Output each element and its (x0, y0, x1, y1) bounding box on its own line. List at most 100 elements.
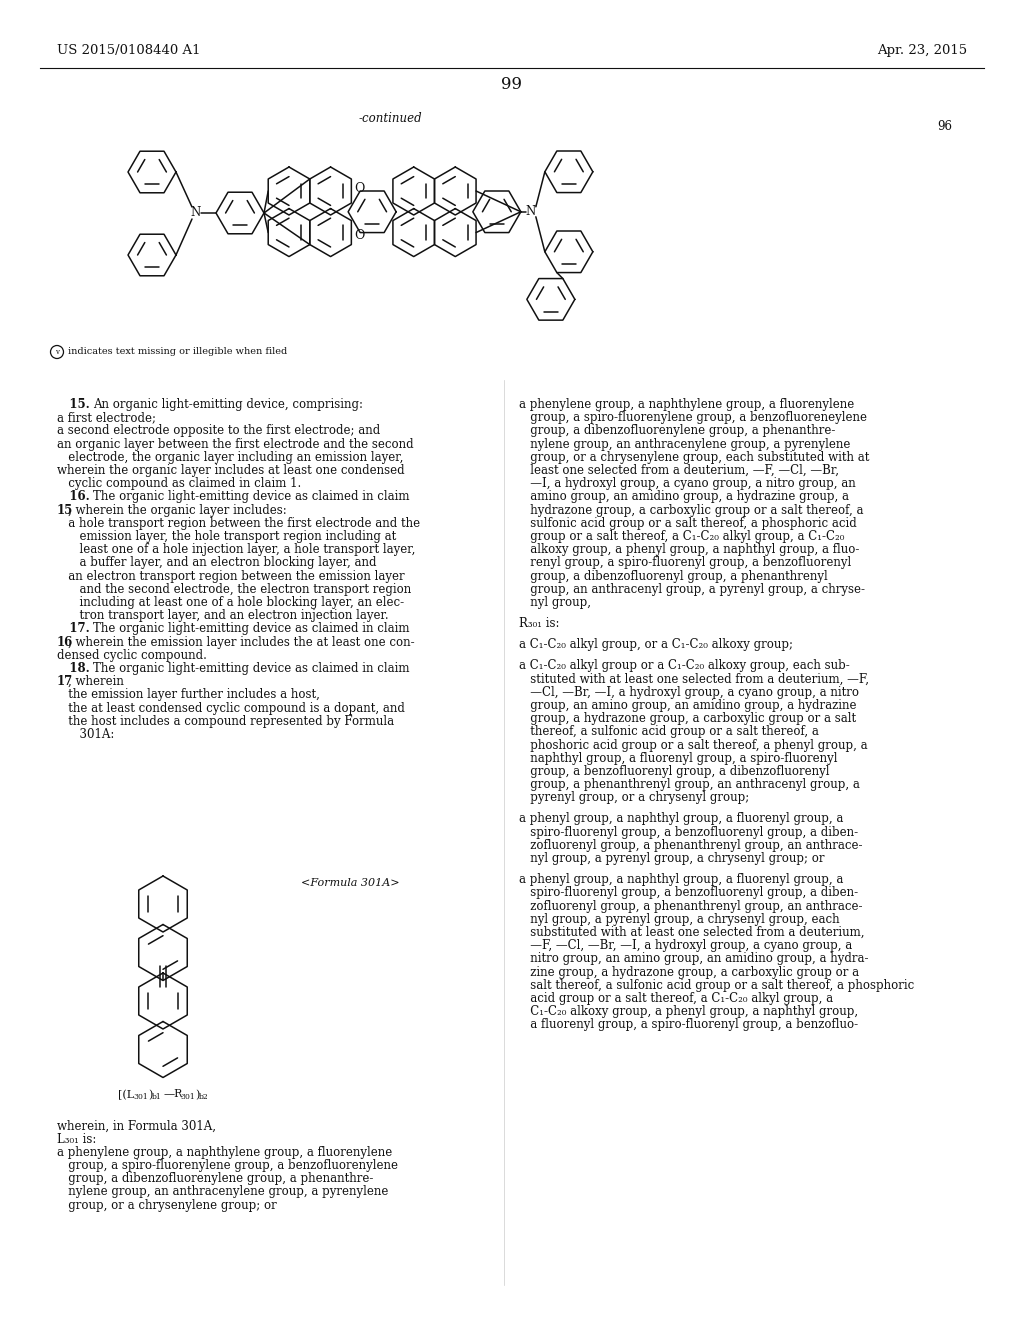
Text: densed cyclic compound.: densed cyclic compound. (57, 649, 207, 661)
Text: O: O (353, 230, 365, 242)
Text: a second electrode opposite to the first electrode; and: a second electrode opposite to the first… (57, 425, 380, 437)
Text: —Cl, —Br, —I, a hydroxyl group, a cyano group, a nitro: —Cl, —Br, —I, a hydroxyl group, a cyano … (519, 686, 859, 698)
Text: N: N (190, 206, 201, 219)
Text: N: N (525, 206, 536, 218)
Text: least one of a hole injection layer, a hole transport layer,: least one of a hole injection layer, a h… (57, 544, 416, 556)
Text: a phenyl group, a naphthyl group, a fluorenyl group, a: a phenyl group, a naphthyl group, a fluo… (519, 813, 844, 825)
Text: spiro-fluorenyl group, a benzofluorenyl group, a diben-: spiro-fluorenyl group, a benzofluorenyl … (519, 826, 858, 838)
Text: group, an amino group, an amidino group, a hydrazine: group, an amino group, an amidino group,… (519, 700, 856, 711)
Text: , wherein the emission layer includes the at least one con-: , wherein the emission layer includes th… (68, 636, 415, 648)
Text: b2: b2 (199, 1093, 209, 1101)
Text: a C₁-C₂₀ alkyl group or a C₁-C₂₀ alkoxy group, each sub-: a C₁-C₂₀ alkyl group or a C₁-C₂₀ alkoxy … (519, 660, 850, 672)
Text: ): ) (195, 1089, 200, 1100)
Text: amino group, an amidino group, a hydrazine group, a: amino group, an amidino group, a hydrazi… (519, 491, 849, 503)
Text: v: v (55, 348, 59, 356)
Text: group, a spiro-fluorenylene group, a benzofluoreneylene: group, a spiro-fluorenylene group, a ben… (519, 412, 867, 424)
Text: pyrenyl group, or a chrysenyl group;: pyrenyl group, or a chrysenyl group; (519, 792, 750, 804)
Text: group, a hydrazone group, a carboxylic group or a salt: group, a hydrazone group, a carboxylic g… (519, 713, 856, 725)
Text: a buffer layer, and an electron blocking layer, and: a buffer layer, and an electron blocking… (57, 557, 377, 569)
Text: salt thereof, a sulfonic acid group or a salt thereof, a phosphoric: salt thereof, a sulfonic acid group or a… (519, 979, 914, 991)
Text: nylene group, an anthracenylene group, a pyrenylene: nylene group, an anthracenylene group, a… (519, 438, 850, 450)
Text: acid group or a salt thereof, a C₁-C₂₀ alkyl group, a: acid group or a salt thereof, a C₁-C₂₀ a… (519, 993, 834, 1005)
Text: The organic light-emitting device as claimed in claim: The organic light-emitting device as cla… (93, 663, 410, 675)
Text: wherein the organic layer includes at least one condensed: wherein the organic layer includes at le… (57, 465, 404, 477)
Text: the host includes a compound represented by Formula: the host includes a compound represented… (57, 715, 394, 727)
Text: phoshoric acid group or a salt thereof, a phenyl group, a: phoshoric acid group or a salt thereof, … (519, 739, 867, 751)
Text: sulfonic acid group or a salt thereof, a phosphoric acid: sulfonic acid group or a salt thereof, a… (519, 517, 857, 529)
Text: —F, —Cl, —Br, —I, a hydroxyl group, a cyano group, a: —F, —Cl, —Br, —I, a hydroxyl group, a cy… (519, 940, 852, 952)
Text: 301: 301 (133, 1093, 147, 1101)
Text: group, a phenanthrenyl group, an anthracenyl group, a: group, a phenanthrenyl group, an anthrac… (519, 779, 860, 791)
Text: spiro-fluorenyl group, a benzofluorenyl group, a diben-: spiro-fluorenyl group, a benzofluorenyl … (519, 887, 858, 899)
Text: stituted with at least one selected from a deuterium, —F,: stituted with at least one selected from… (519, 673, 869, 685)
Text: group, a dibenzofluorenyl group, a phenanthrenyl: group, a dibenzofluorenyl group, a phena… (519, 570, 827, 582)
Text: group, a dibenzofluorenylene group, a phenanthre-: group, a dibenzofluorenylene group, a ph… (57, 1172, 374, 1185)
Text: 18.: 18. (57, 663, 94, 675)
Text: -continued: -continued (358, 112, 422, 125)
Text: zofluorenyl group, a phenanthrenyl group, an anthrace-: zofluorenyl group, a phenanthrenyl group… (519, 900, 862, 912)
Text: naphthyl group, a fluorenyl group, a spiro-fluorenyl: naphthyl group, a fluorenyl group, a spi… (519, 752, 838, 764)
Text: including at least one of a hole blocking layer, an elec-: including at least one of a hole blockin… (57, 597, 404, 609)
Text: 99: 99 (502, 77, 522, 92)
Text: group, a benzofluorenyl group, a dibenzofluorenyl: group, a benzofluorenyl group, a dibenzo… (519, 766, 829, 777)
Text: 301A:: 301A: (57, 729, 115, 741)
Text: b1: b1 (152, 1093, 162, 1101)
Text: the at least condensed cyclic compound is a dopant, and: the at least condensed cyclic compound i… (57, 702, 404, 714)
Text: tron transport layer, and an electron injection layer.: tron transport layer, and an electron in… (57, 610, 389, 622)
Text: nylene group, an anthracenylene group, a pyrenylene: nylene group, an anthracenylene group, a… (57, 1185, 388, 1199)
Text: hydrazone group, a carboxylic group or a salt thereof, a: hydrazone group, a carboxylic group or a… (519, 504, 863, 516)
Text: Apr. 23, 2015: Apr. 23, 2015 (877, 44, 967, 57)
Text: US 2015/0108440 A1: US 2015/0108440 A1 (57, 44, 201, 57)
Text: 17.: 17. (57, 623, 94, 635)
Text: emission layer, the hole transport region including at: emission layer, the hole transport regio… (57, 531, 396, 543)
Text: group, a dibenzofluorenylene group, a phenanthre-: group, a dibenzofluorenylene group, a ph… (519, 425, 836, 437)
Text: —I, a hydroxyl group, a cyano group, a nitro group, an: —I, a hydroxyl group, a cyano group, a n… (519, 478, 856, 490)
Text: least one selected from a deuterium, —F, —Cl, —Br,: least one selected from a deuterium, —F,… (519, 465, 839, 477)
Text: C₁-C₂₀ alkoxy group, a phenyl group, a naphthyl group,: C₁-C₂₀ alkoxy group, a phenyl group, a n… (519, 1006, 858, 1018)
Text: a hole transport region between the first electrode and the: a hole transport region between the firs… (57, 517, 420, 529)
Text: a phenylene group, a naphthylene group, a fluorenylene: a phenylene group, a naphthylene group, … (57, 1146, 392, 1159)
Text: 17: 17 (57, 676, 74, 688)
Text: zine group, a hydrazone group, a carboxylic group or a: zine group, a hydrazone group, a carboxy… (519, 966, 859, 978)
Text: group, or a chrysenylene group, each substituted with at: group, or a chrysenylene group, each sub… (519, 451, 869, 463)
Text: An organic light-emitting device, comprising:: An organic light-emitting device, compri… (93, 399, 362, 411)
Text: a C₁-C₂₀ alkyl group, or a C₁-C₂₀ alkoxy group;: a C₁-C₂₀ alkyl group, or a C₁-C₂₀ alkoxy… (519, 639, 793, 651)
Text: , wherein: , wherein (68, 676, 124, 688)
Text: the emission layer further includes a host,: the emission layer further includes a ho… (57, 689, 319, 701)
Text: a phenyl group, a naphthyl group, a fluorenyl group, a: a phenyl group, a naphthyl group, a fluo… (519, 874, 844, 886)
Text: an electron transport region between the emission layer: an electron transport region between the… (57, 570, 404, 582)
Text: ): ) (148, 1089, 153, 1100)
Text: 15: 15 (57, 504, 74, 516)
Text: O: O (353, 181, 365, 194)
Text: and the second electrode, the electron transport region: and the second electrode, the electron t… (57, 583, 412, 595)
Text: an organic layer between the first electrode and the second: an organic layer between the first elect… (57, 438, 414, 450)
Text: 96: 96 (938, 120, 952, 133)
Text: indicates text missing or illegible when filed: indicates text missing or illegible when… (68, 347, 288, 356)
Text: alkoxy group, a phenyl group, a naphthyl group, a fluo-: alkoxy group, a phenyl group, a naphthyl… (519, 544, 859, 556)
Text: nyl group,: nyl group, (519, 597, 591, 609)
Text: a fluorenyl group, a spiro-fluorenyl group, a benzofluo-: a fluorenyl group, a spiro-fluorenyl gro… (519, 1019, 858, 1031)
Text: cyclic compound as claimed in claim 1.: cyclic compound as claimed in claim 1. (57, 478, 301, 490)
Text: 16.: 16. (57, 491, 94, 503)
Text: 301: 301 (180, 1093, 195, 1101)
Text: 15.: 15. (57, 399, 94, 411)
Text: The organic light-emitting device as claimed in claim: The organic light-emitting device as cla… (93, 491, 410, 503)
Text: thereof, a sulfonic acid group or a salt thereof, a: thereof, a sulfonic acid group or a salt… (519, 726, 819, 738)
Text: [(L: [(L (118, 1089, 134, 1100)
Text: nitro group, an amino group, an amidino group, a hydra-: nitro group, an amino group, an amidino … (519, 953, 868, 965)
Text: —R: —R (164, 1089, 183, 1100)
Text: nyl group, a pyrenyl group, a chrysenyl group; or: nyl group, a pyrenyl group, a chrysenyl … (519, 853, 824, 865)
Text: group or a salt thereof, a C₁-C₂₀ alkyl group, a C₁-C₂₀: group or a salt thereof, a C₁-C₂₀ alkyl … (519, 531, 845, 543)
Text: <Formula 301A>: <Formula 301A> (301, 878, 399, 888)
Text: electrode, the organic layer including an emission layer,: electrode, the organic layer including a… (57, 451, 403, 463)
Text: group, an anthracenyl group, a pyrenyl group, a chryse-: group, an anthracenyl group, a pyrenyl g… (519, 583, 865, 595)
Text: group, a spiro-fluorenylene group, a benzofluorenylene: group, a spiro-fluorenylene group, a ben… (57, 1159, 398, 1172)
Text: substituted with at least one selected from a deuterium,: substituted with at least one selected f… (519, 927, 864, 939)
Text: R₃₀₁ is:: R₃₀₁ is: (519, 618, 559, 630)
Text: a first electrode;: a first electrode; (57, 412, 156, 424)
Text: a phenylene group, a naphthylene group, a fluorenylene: a phenylene group, a naphthylene group, … (519, 399, 854, 411)
Text: zofluorenyl group, a phenanthrenyl group, an anthrace-: zofluorenyl group, a phenanthrenyl group… (519, 840, 862, 851)
Text: nyl group, a pyrenyl group, a chrysenyl group, each: nyl group, a pyrenyl group, a chrysenyl … (519, 913, 840, 925)
Text: L₃₀₁ is:: L₃₀₁ is: (57, 1133, 96, 1146)
Text: wherein, in Formula 301A,: wherein, in Formula 301A, (57, 1119, 216, 1133)
